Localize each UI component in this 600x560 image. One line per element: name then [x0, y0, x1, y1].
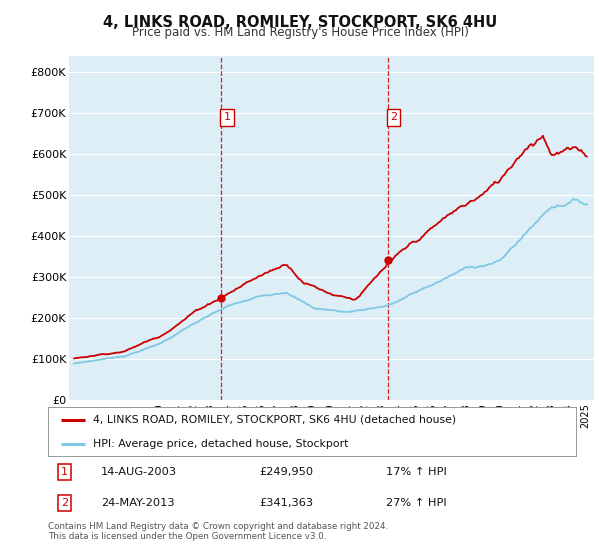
- Text: 14-AUG-2003: 14-AUG-2003: [101, 467, 177, 477]
- Text: 1: 1: [61, 467, 68, 477]
- Text: 2: 2: [390, 113, 397, 123]
- Text: 24-MAY-2013: 24-MAY-2013: [101, 498, 175, 508]
- Text: £341,363: £341,363: [259, 498, 313, 508]
- Text: HPI: Average price, detached house, Stockport: HPI: Average price, detached house, Stoc…: [93, 438, 348, 449]
- Text: 27% ↑ HPI: 27% ↑ HPI: [386, 498, 446, 508]
- Text: 17% ↑ HPI: 17% ↑ HPI: [386, 467, 447, 477]
- Text: 2: 2: [61, 498, 68, 508]
- Text: 4, LINKS ROAD, ROMILEY, STOCKPORT, SK6 4HU (detached house): 4, LINKS ROAD, ROMILEY, STOCKPORT, SK6 4…: [93, 415, 456, 425]
- Text: Price paid vs. HM Land Registry's House Price Index (HPI): Price paid vs. HM Land Registry's House …: [131, 26, 469, 39]
- Text: Contains HM Land Registry data © Crown copyright and database right 2024.
This d: Contains HM Land Registry data © Crown c…: [48, 522, 388, 542]
- Text: 1: 1: [224, 113, 230, 123]
- Text: 4, LINKS ROAD, ROMILEY, STOCKPORT, SK6 4HU: 4, LINKS ROAD, ROMILEY, STOCKPORT, SK6 4…: [103, 15, 497, 30]
- Text: £249,950: £249,950: [259, 467, 313, 477]
